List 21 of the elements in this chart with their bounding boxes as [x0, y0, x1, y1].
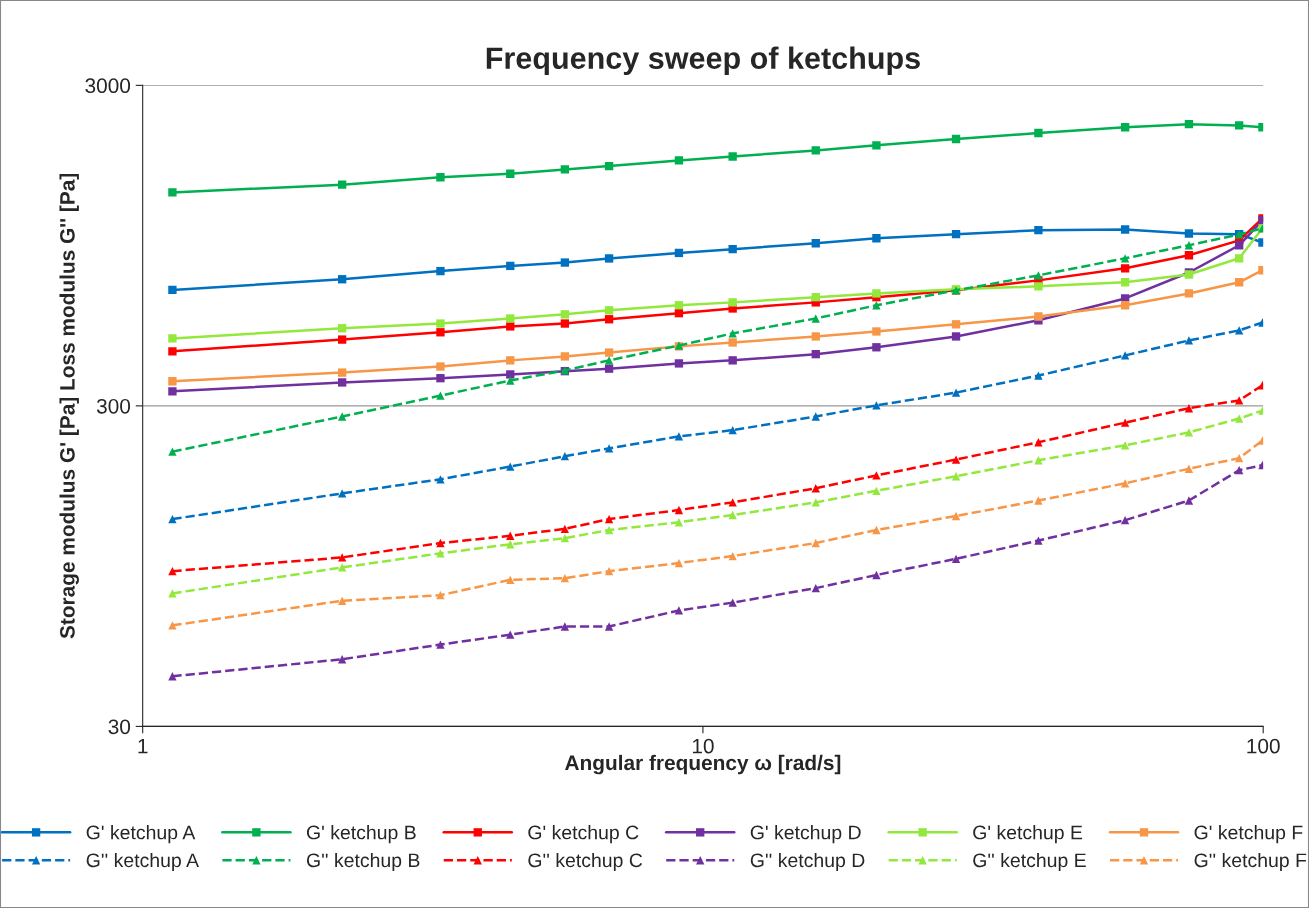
x-tick-label: 1: [138, 738, 148, 754]
legend-label: G' ketchup A: [86, 825, 196, 844]
legend-label: G' ketchup B: [306, 825, 416, 844]
y-tick-label: 300: [96, 398, 131, 414]
legend-label: G' ketchup F: [1194, 825, 1303, 844]
legend-label: G'' ketchup E: [973, 852, 1086, 872]
y-tick-label: 3000: [85, 78, 131, 94]
legend-label: G' ketchup C: [528, 825, 639, 844]
x-tick-label: 100: [1247, 738, 1280, 754]
chart-title: Frequency sweep of ketchups: [486, 46, 920, 76]
legend-label: G'' ketchup D: [750, 852, 865, 872]
legend-label: G'' ketchup C: [528, 852, 643, 872]
y-axis-title: Storage modulus G' [Pa] Loss modulus G'' [Pa]: [59, 173, 79, 639]
legend-label: G' ketchup D: [750, 825, 861, 844]
legend-label: G'' ketchup A: [86, 852, 200, 872]
x-axis-title: Angular frequency ω [rad/s]: [565, 754, 841, 775]
legend-label: G'' ketchup B: [306, 852, 420, 872]
legend-label: G'' ketchup F: [1194, 852, 1307, 872]
y-tick-label: 30: [108, 719, 131, 735]
legend-label: G' ketchup E: [973, 825, 1083, 844]
x-tick-label: 10: [692, 738, 714, 754]
